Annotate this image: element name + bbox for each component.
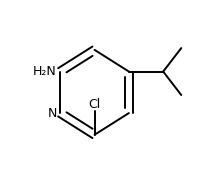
Text: H₂N: H₂N: [33, 65, 57, 78]
Text: N: N: [47, 107, 57, 120]
Text: Cl: Cl: [88, 98, 101, 111]
